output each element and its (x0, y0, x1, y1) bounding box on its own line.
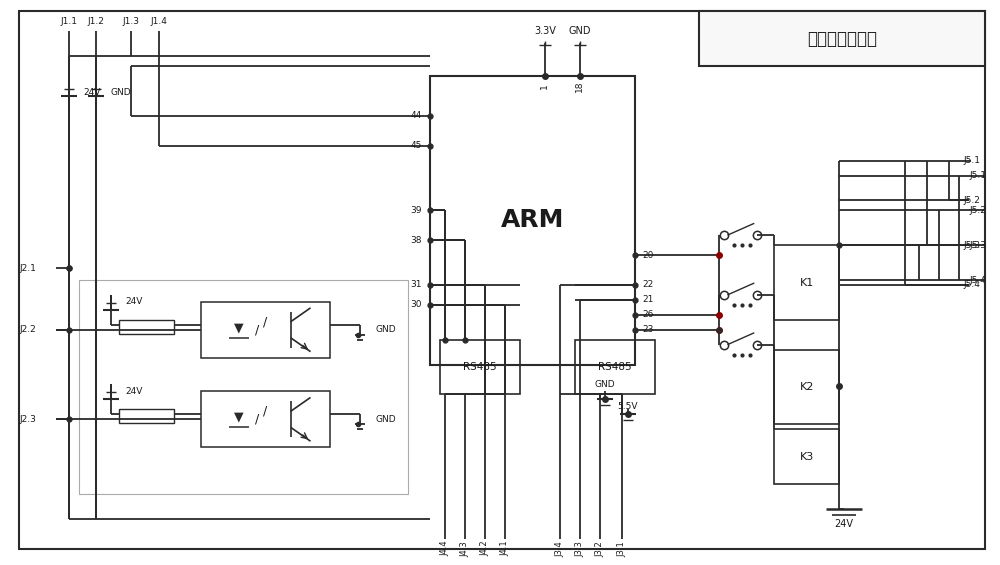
Text: J4.3: J4.3 (461, 541, 470, 557)
Text: 1: 1 (540, 83, 549, 89)
Text: 18: 18 (575, 80, 584, 92)
Text: 24V: 24V (125, 387, 142, 396)
Text: 30: 30 (411, 301, 422, 310)
Text: J5.2: J5.2 (970, 206, 987, 215)
Text: J2.2: J2.2 (19, 325, 36, 334)
Text: 24V: 24V (83, 89, 101, 97)
Text: 38: 38 (411, 236, 422, 245)
Text: /: / (263, 405, 267, 418)
Text: 20: 20 (643, 251, 654, 260)
Bar (774, 350, 839, 424)
Text: 45: 45 (411, 141, 422, 150)
Text: 24V: 24V (125, 297, 142, 306)
Text: J1.1: J1.1 (61, 17, 78, 26)
Text: RS485: RS485 (598, 362, 631, 372)
Bar (699, 11, 985, 66)
Bar (774, 245, 839, 320)
Bar (575, 340, 655, 394)
Text: /: / (255, 323, 259, 336)
Text: J1.4: J1.4 (151, 17, 167, 26)
Text: J5.4: J5.4 (970, 276, 987, 285)
Bar (201, 392, 330, 447)
Bar (119, 410, 174, 423)
Bar (79, 280, 408, 494)
Text: 21: 21 (643, 295, 654, 305)
Bar (430, 76, 635, 364)
Text: J5.2: J5.2 (964, 196, 981, 205)
Text: J4.1: J4.1 (500, 541, 509, 557)
Text: 棘爪装置控制板: 棘爪装置控制板 (807, 30, 877, 48)
Text: J3.3: J3.3 (575, 541, 584, 557)
Text: J3.2: J3.2 (595, 541, 604, 557)
Text: J1.3: J1.3 (123, 17, 140, 26)
Text: /: / (263, 315, 267, 328)
Bar (119, 320, 174, 334)
Text: J4.4: J4.4 (441, 541, 450, 557)
Text: GND: GND (375, 415, 396, 424)
Text: J5.1: J5.1 (970, 171, 987, 180)
Text: K3: K3 (800, 451, 814, 462)
Text: 23: 23 (643, 325, 654, 334)
Text: GND: GND (110, 89, 131, 97)
Text: K1: K1 (800, 277, 814, 288)
Text: J4.2: J4.2 (481, 541, 490, 557)
Text: RS485: RS485 (463, 362, 497, 372)
Bar (440, 340, 520, 394)
Text: 26: 26 (643, 310, 654, 319)
Text: K2: K2 (799, 382, 814, 392)
Text: J5.4: J5.4 (964, 280, 981, 289)
Text: J3.4: J3.4 (555, 541, 564, 557)
Text: 5.5V: 5.5V (617, 402, 638, 411)
Text: J2.3: J2.3 (19, 415, 36, 424)
Text: J1.2: J1.2 (88, 17, 105, 26)
Text: J5.1: J5.1 (964, 156, 981, 165)
Text: J5.3: J5.3 (970, 241, 987, 250)
Text: 22: 22 (643, 280, 654, 289)
Text: GND: GND (594, 380, 615, 389)
Bar (201, 302, 330, 358)
Text: /: / (255, 413, 259, 426)
Text: J3.1: J3.1 (617, 541, 626, 557)
Text: ▼: ▼ (234, 321, 244, 334)
Text: 3.3V: 3.3V (534, 26, 556, 36)
Text: GND: GND (375, 325, 396, 334)
Text: GND: GND (569, 26, 591, 36)
Text: 24V: 24V (835, 519, 854, 529)
Text: ▼: ▼ (234, 411, 244, 424)
Bar (774, 429, 839, 484)
Text: 39: 39 (411, 206, 422, 215)
Text: 31: 31 (411, 280, 422, 289)
Text: J2.1: J2.1 (19, 263, 36, 272)
Text: 44: 44 (411, 111, 422, 120)
Text: J5.3: J5.3 (964, 241, 981, 250)
Text: ARM: ARM (501, 208, 564, 232)
